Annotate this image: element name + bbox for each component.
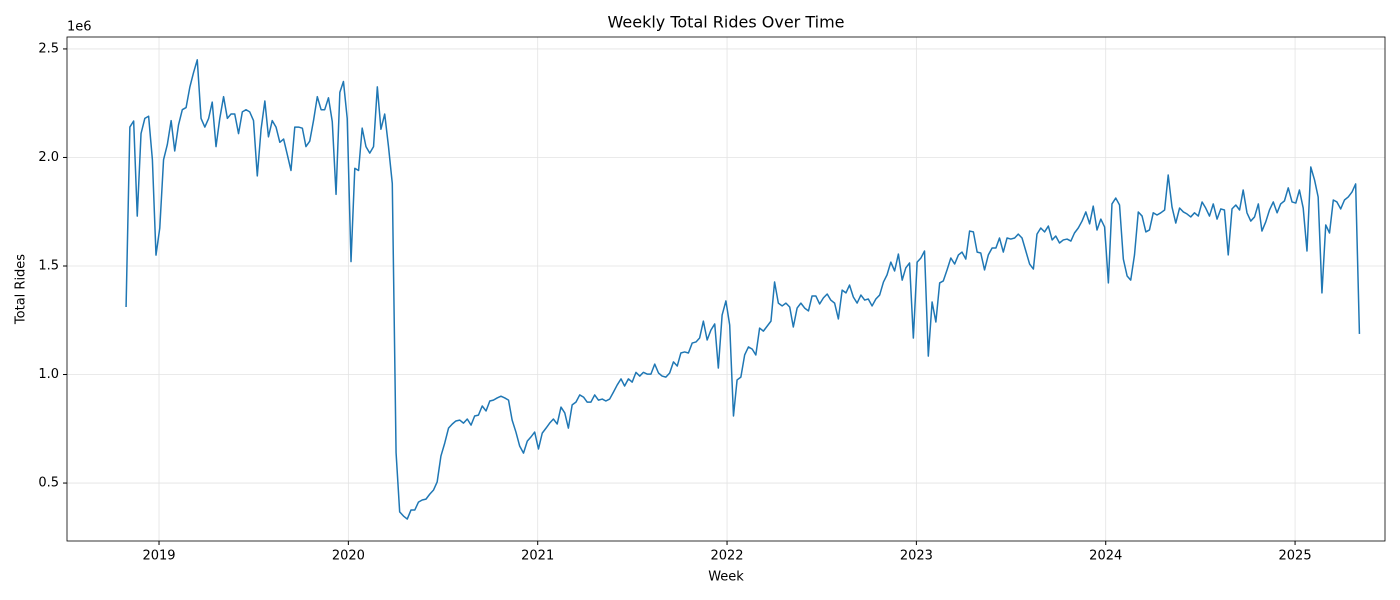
- data-line: [125, 59, 1361, 520]
- y-tick-label: 1.0: [38, 367, 59, 382]
- x-tick-label: 2025: [1279, 549, 1312, 564]
- plot-frame: [66, 36, 1386, 542]
- y-offset-label: 1e6: [67, 20, 92, 35]
- y-tick-label: 2.0: [38, 150, 59, 165]
- chart-title: Weekly Total Rides Over Time: [608, 13, 845, 32]
- x-tick-label: 2020: [332, 549, 365, 564]
- y-tick-label: 0.5: [38, 476, 59, 491]
- y-tick-label: 1.5: [38, 258, 59, 273]
- y-tick-label: 2.5: [38, 41, 59, 56]
- y-axis-label: Total Rides: [14, 254, 29, 325]
- x-tick-label: 2019: [142, 549, 175, 564]
- x-tick-label: 2022: [710, 549, 743, 564]
- x-axis-label: Week: [708, 570, 744, 585]
- x-tick-label: 2023: [900, 549, 933, 564]
- x-tick-label: 2021: [521, 549, 554, 564]
- x-tick-label: 2024: [1089, 549, 1122, 564]
